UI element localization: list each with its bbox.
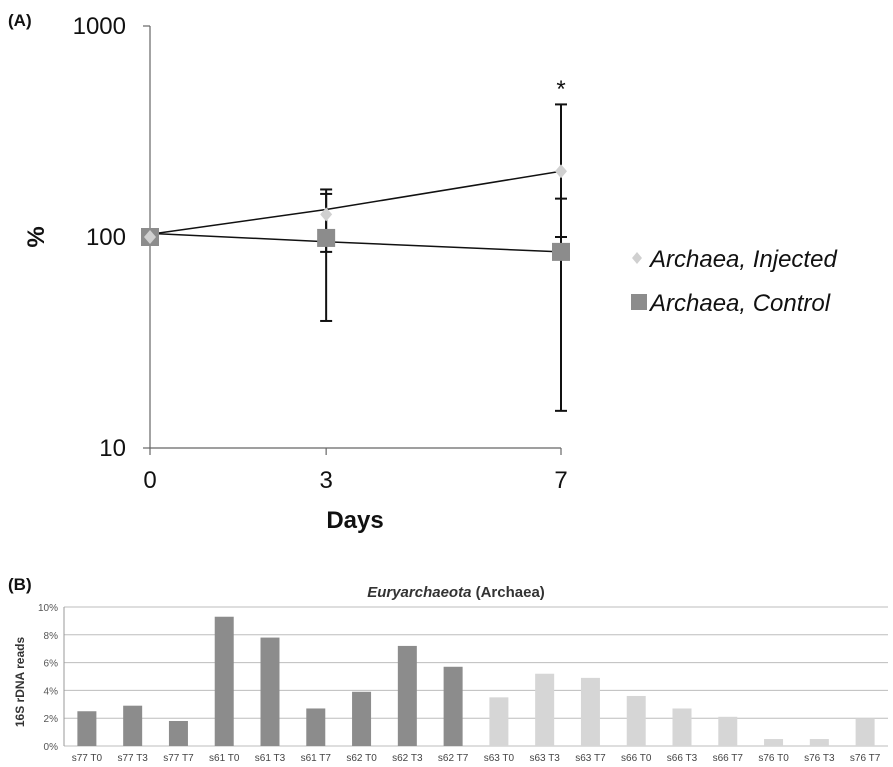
panel-b-bar [306, 708, 326, 746]
panel-b-x-tick-label: s66 T3 [667, 753, 698, 764]
panel-b-bar [168, 720, 188, 746]
panel-b-label: (B) [8, 575, 32, 594]
panel-b-x-tick-label: s63 T3 [529, 753, 560, 764]
panel-a-y-tick-label: 100 [86, 224, 126, 251]
panel-b-y-tick-label: 4% [44, 686, 59, 697]
panel-b-x-tick-label: s61 T3 [255, 753, 286, 764]
panel-b-y-tick-label: 10% [38, 603, 58, 614]
panel-b-bar [352, 691, 372, 746]
panel-b-x-tick-label: s61 T7 [301, 753, 332, 764]
panel-a-x-axis-title: Days [326, 507, 383, 534]
panel-b-y-tick-label: 8% [44, 631, 59, 642]
panel-b-y-tick-label: 6% [44, 659, 59, 670]
panel-b-x-tick-label: s63 T0 [484, 753, 515, 764]
panel-b-y-tick-label: 2% [44, 714, 59, 725]
panel-b-bar [489, 697, 509, 746]
panel-b-bar [672, 708, 692, 746]
legend-marker-control [631, 294, 647, 310]
panel-a-plot: 10 100 1000 0 3 7 * Archaea, Injected Archaea, C… [73, 13, 838, 494]
panel-a-point-injected [555, 164, 567, 179]
panel-b-x-tick-label: s66 T7 [713, 753, 744, 764]
panel-b-bar [123, 705, 143, 746]
legend-marker-injected [632, 252, 642, 264]
panel-a-trendline-injected [149, 170, 562, 236]
panel-b-bar [214, 616, 234, 746]
panel-a-x-tick-label: 3 [319, 467, 332, 494]
panel-b-x-tick-label: s62 T7 [438, 753, 469, 764]
panel-b-y-tick-label: 0% [44, 742, 59, 753]
panel-b-x-tick-label: s62 T3 [392, 753, 423, 764]
panel-a-y-tick-label: 10 [99, 435, 126, 462]
panel-b-x-tick-label: s62 T0 [346, 753, 377, 764]
panel-b-bar [580, 677, 600, 746]
panel-a-point-injected [320, 207, 333, 222]
panel-b-title-rest: (Archaea) [471, 584, 544, 601]
panel-b-bar [809, 739, 829, 746]
panel-b-y-axis-title: 16S rDNA reads [13, 637, 27, 728]
panel-a-point-control [552, 242, 570, 261]
panel-b-bar [397, 645, 417, 746]
panel-b-x-tick-label: s63 T7 [575, 753, 606, 764]
panel-b-x-tick-label: s77 T7 [163, 753, 194, 764]
panel-a-significance-star: * [556, 76, 565, 103]
panel-b-bar [77, 711, 97, 746]
panel-b-x-tick-label: s76 T0 [758, 753, 789, 764]
panel-b-plot: 0% 2% 4% 6% 8% 10% s77 T0 s77 T3 s77 T7 s61 T0 s61… [38, 603, 888, 764]
legend-label-injected: Archaea, Injected [648, 246, 837, 273]
panel-b-bar [718, 716, 738, 746]
panel-b-title: Euryarchaeota (Archaea) [367, 584, 545, 601]
panel-a-trendline-control [149, 232, 562, 253]
panel-b-bar [626, 695, 646, 746]
panel-b-bar [855, 718, 875, 746]
panel-a-y-axis-title: % [23, 226, 50, 247]
panel-b-x-tick-label: s61 T0 [209, 753, 240, 764]
panel-b-x-tick-label: s66 T0 [621, 753, 652, 764]
panel-b-bar [764, 739, 784, 746]
panel-a-label: (A) [8, 11, 32, 30]
panel-a-x-tick-label: 0 [143, 467, 156, 494]
panel-b-x-tick-label: s77 T3 [117, 753, 148, 764]
panel-b-title-italic: Euryarchaeota [367, 584, 471, 601]
panel-a-point-control [317, 228, 336, 247]
panel-b-x-tick-label: s77 T0 [72, 753, 103, 764]
panel-a-y-tick-label: 1000 [73, 13, 126, 40]
panel-b-bar [443, 666, 463, 746]
legend-label-control: Archaea, Control [648, 290, 831, 317]
panel-a-x-tick-label: 7 [554, 467, 567, 494]
panel-b-x-tick-label: s76 T3 [804, 753, 835, 764]
panel-b-bar [535, 673, 555, 746]
panel-b-x-tick-label: s76 T7 [850, 753, 881, 764]
panel-b-bar [260, 637, 280, 746]
panel-a-point-injected [144, 230, 156, 244]
